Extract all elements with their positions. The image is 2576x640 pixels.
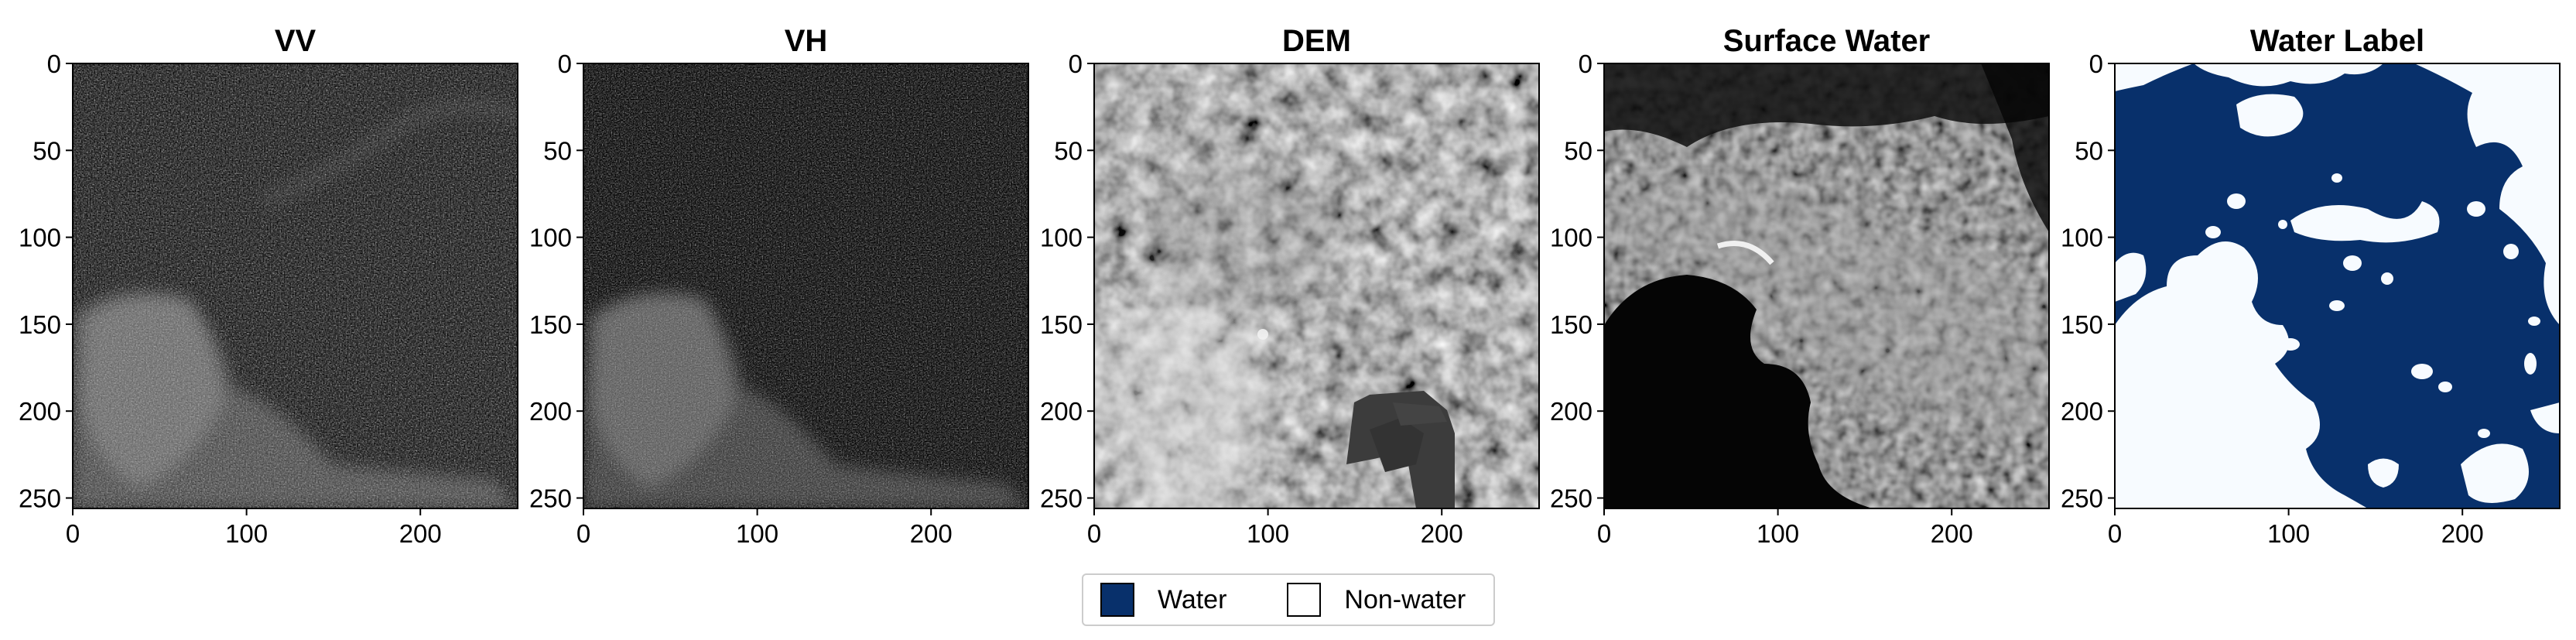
- y-tick-label-surface-water-200: 200: [1550, 397, 1592, 426]
- panel-vh: VH: [583, 24, 1029, 509]
- y-tick-label-vv-150: 150: [19, 310, 61, 339]
- y-tick-label-water-label-250: 250: [2061, 484, 2103, 513]
- y-tick-label-vv-0: 0: [47, 50, 61, 78]
- y-tick-label-vh-0: 0: [558, 50, 572, 78]
- y-tick-label-vh-200: 200: [529, 397, 572, 426]
- panel-vv: VV: [72, 24, 518, 509]
- y-tick-label-dem-200: 200: [1040, 397, 1083, 426]
- legend-label-non-water: Non-water: [1344, 584, 1466, 614]
- legend-label-water: Water: [1158, 584, 1227, 614]
- frame-surface-water: [1603, 63, 2050, 509]
- y-tick-label-vh-100: 100: [529, 224, 572, 252]
- panel-dem: DEM: [1093, 24, 1540, 509]
- water-label-image: [2115, 63, 2560, 508]
- y-tick-label-vh-50: 50: [543, 136, 572, 165]
- x-tick-label-vh-0: 0: [576, 519, 590, 548]
- y-tick-label-surface-water-50: 50: [1564, 136, 1592, 165]
- y-tick-label-vv-250: 250: [19, 484, 61, 513]
- legend-swatch-non-water: [1287, 583, 1322, 617]
- y-tick-label-water-label-100: 100: [2061, 224, 2103, 252]
- x-tick-label-dem-0: 0: [1087, 519, 1101, 548]
- y-tick-label-dem-100: 100: [1040, 224, 1083, 252]
- panel-title-water-label: Water Label: [2250, 24, 2424, 58]
- y-tick-label-dem-150: 150: [1040, 310, 1083, 339]
- y-tick-label-dem-50: 50: [1054, 136, 1083, 165]
- panel-surface-water: Surface Water: [1603, 24, 2050, 509]
- frame-dem: [1093, 63, 1540, 509]
- panel-title-vv: VV: [275, 24, 316, 58]
- y-tick-label-water-label-150: 150: [2061, 310, 2103, 339]
- legend-swatch-water: [1100, 583, 1134, 617]
- frame-vv: [72, 63, 518, 509]
- y-tick-label-vv-50: 50: [32, 136, 61, 165]
- x-tick-label-vh-100: 100: [736, 519, 778, 548]
- frame-water-label: [2114, 63, 2561, 509]
- surface-water-image: [1604, 63, 2049, 508]
- y-tick-label-surface-water-250: 250: [1550, 484, 1592, 513]
- y-tick-label-vv-100: 100: [19, 224, 61, 252]
- x-tick-label-water-label-0: 0: [2108, 519, 2122, 548]
- y-tick-label-water-label-0: 0: [2089, 50, 2103, 78]
- sar-vh-image: [583, 63, 1028, 508]
- x-tick-label-vv-100: 100: [225, 519, 268, 548]
- legend-item-non-water: Non-water: [1287, 583, 1466, 617]
- x-tick-label-dem-200: 200: [1421, 519, 1463, 548]
- y-tick-label-dem-250: 250: [1040, 484, 1083, 513]
- panel-title-vh: VH: [785, 24, 828, 58]
- x-tick-label-surface-water-0: 0: [1597, 519, 1611, 548]
- y-tick-label-dem-0: 0: [1069, 50, 1083, 78]
- y-tick-label-water-label-200: 200: [2061, 397, 2103, 426]
- x-tick-label-vh-200: 200: [910, 519, 953, 548]
- x-tick-label-vv-0: 0: [66, 519, 80, 548]
- legend: Water Non-water: [1082, 573, 1495, 626]
- y-tick-label-surface-water-0: 0: [1579, 50, 1592, 78]
- y-tick-label-surface-water-100: 100: [1550, 224, 1592, 252]
- x-tick-label-surface-water-100: 100: [1757, 519, 1799, 548]
- panel-water-label: Water Label: [2114, 24, 2561, 509]
- y-tick-label-vv-200: 200: [19, 397, 61, 426]
- dem-image: [1094, 63, 1539, 508]
- panel-title-dem: DEM: [1282, 24, 1351, 58]
- legend-item-water: Water: [1100, 583, 1226, 617]
- y-tick-label-vh-150: 150: [529, 310, 572, 339]
- y-tick-label-surface-water-150: 150: [1550, 310, 1592, 339]
- sar-vv-image: [73, 63, 518, 508]
- panel-title-surface-water: Surface Water: [1723, 24, 1931, 58]
- x-tick-label-water-label-100: 100: [2267, 519, 2310, 548]
- y-tick-label-vh-250: 250: [529, 484, 572, 513]
- x-tick-label-dem-100: 100: [1247, 519, 1289, 548]
- frame-vh: [583, 63, 1029, 509]
- x-tick-label-vv-200: 200: [399, 519, 442, 548]
- y-tick-label-water-label-50: 50: [2075, 136, 2103, 165]
- x-tick-label-water-label-200: 200: [2441, 519, 2484, 548]
- x-tick-label-surface-water-200: 200: [1931, 519, 1973, 548]
